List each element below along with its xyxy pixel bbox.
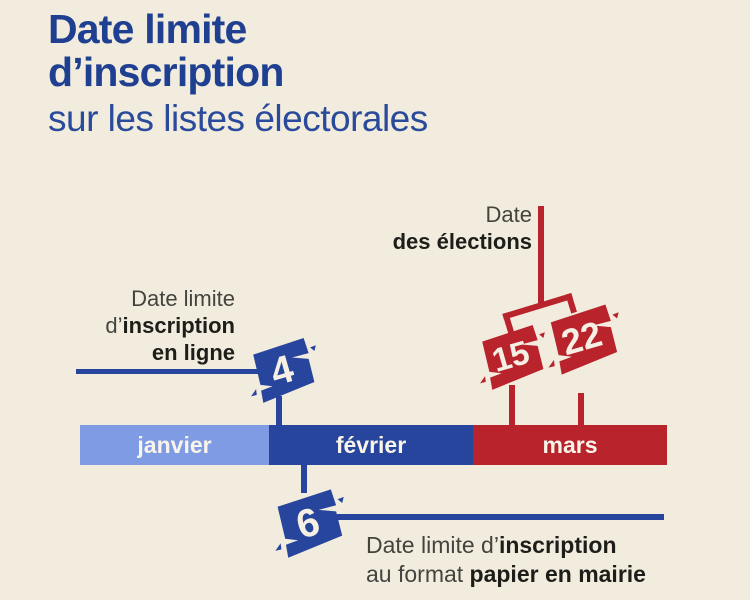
torn-page-icon: 15 [480,325,545,390]
title-line-3: sur les listes électorales [48,98,428,140]
torn-calendar-marker-day-15: 15 [475,313,547,399]
paper-deadline-line-2: au format papier en mairie [366,560,646,587]
month-segment-mars: mars [473,425,667,465]
online-deadline-line-1: Date limite [131,286,235,311]
online-deadline-connector-line [76,369,272,374]
torn-page-icon: 6 [275,489,344,558]
paper-deadline-connector-line [337,514,664,520]
month-segment-fevrier: février [269,425,473,465]
online-deadline-line-3: en ligne [151,339,235,365]
online-deadline-label: Date limite d’inscription en ligne [60,286,235,366]
paper-deadline-line-1: Date limite d’inscription [366,532,617,558]
title-line-1: Date limite [48,6,247,52]
paper-deadline-label: Date limite d’inscription au format papi… [366,531,696,589]
election-date-connector-line [538,206,544,303]
month-label-fevrier: février [335,431,407,458]
marker-6-stem [301,463,307,493]
torn-calendar-marker-day-22: 22 [543,291,622,385]
month-timeline-bar: janvier février mars [80,425,667,465]
election-date-label: Date des élections [392,202,532,256]
month-label-mars: mars [542,431,598,458]
election-date-line-1: Date [485,202,532,227]
marker-15-stem [509,385,515,427]
month-segment-janvier: janvier [80,425,269,465]
torn-page-icon: 22 [543,302,622,378]
marker-4-stem [276,396,282,428]
online-deadline-line-2: d’inscription [105,312,235,338]
page-title: Date limite d’inscription sur les listes… [48,6,428,140]
month-label-janvier: janvier [137,431,212,458]
torn-page-icon: 4 [251,338,316,403]
title-line-2: d’inscription [48,49,284,96]
marker-22-stem [578,393,584,427]
torn-calendar-marker-day-6: 6 [270,478,346,566]
torn-calendar-marker-day-4: 4 [246,326,318,412]
election-date-line-2: des élections [392,228,532,254]
